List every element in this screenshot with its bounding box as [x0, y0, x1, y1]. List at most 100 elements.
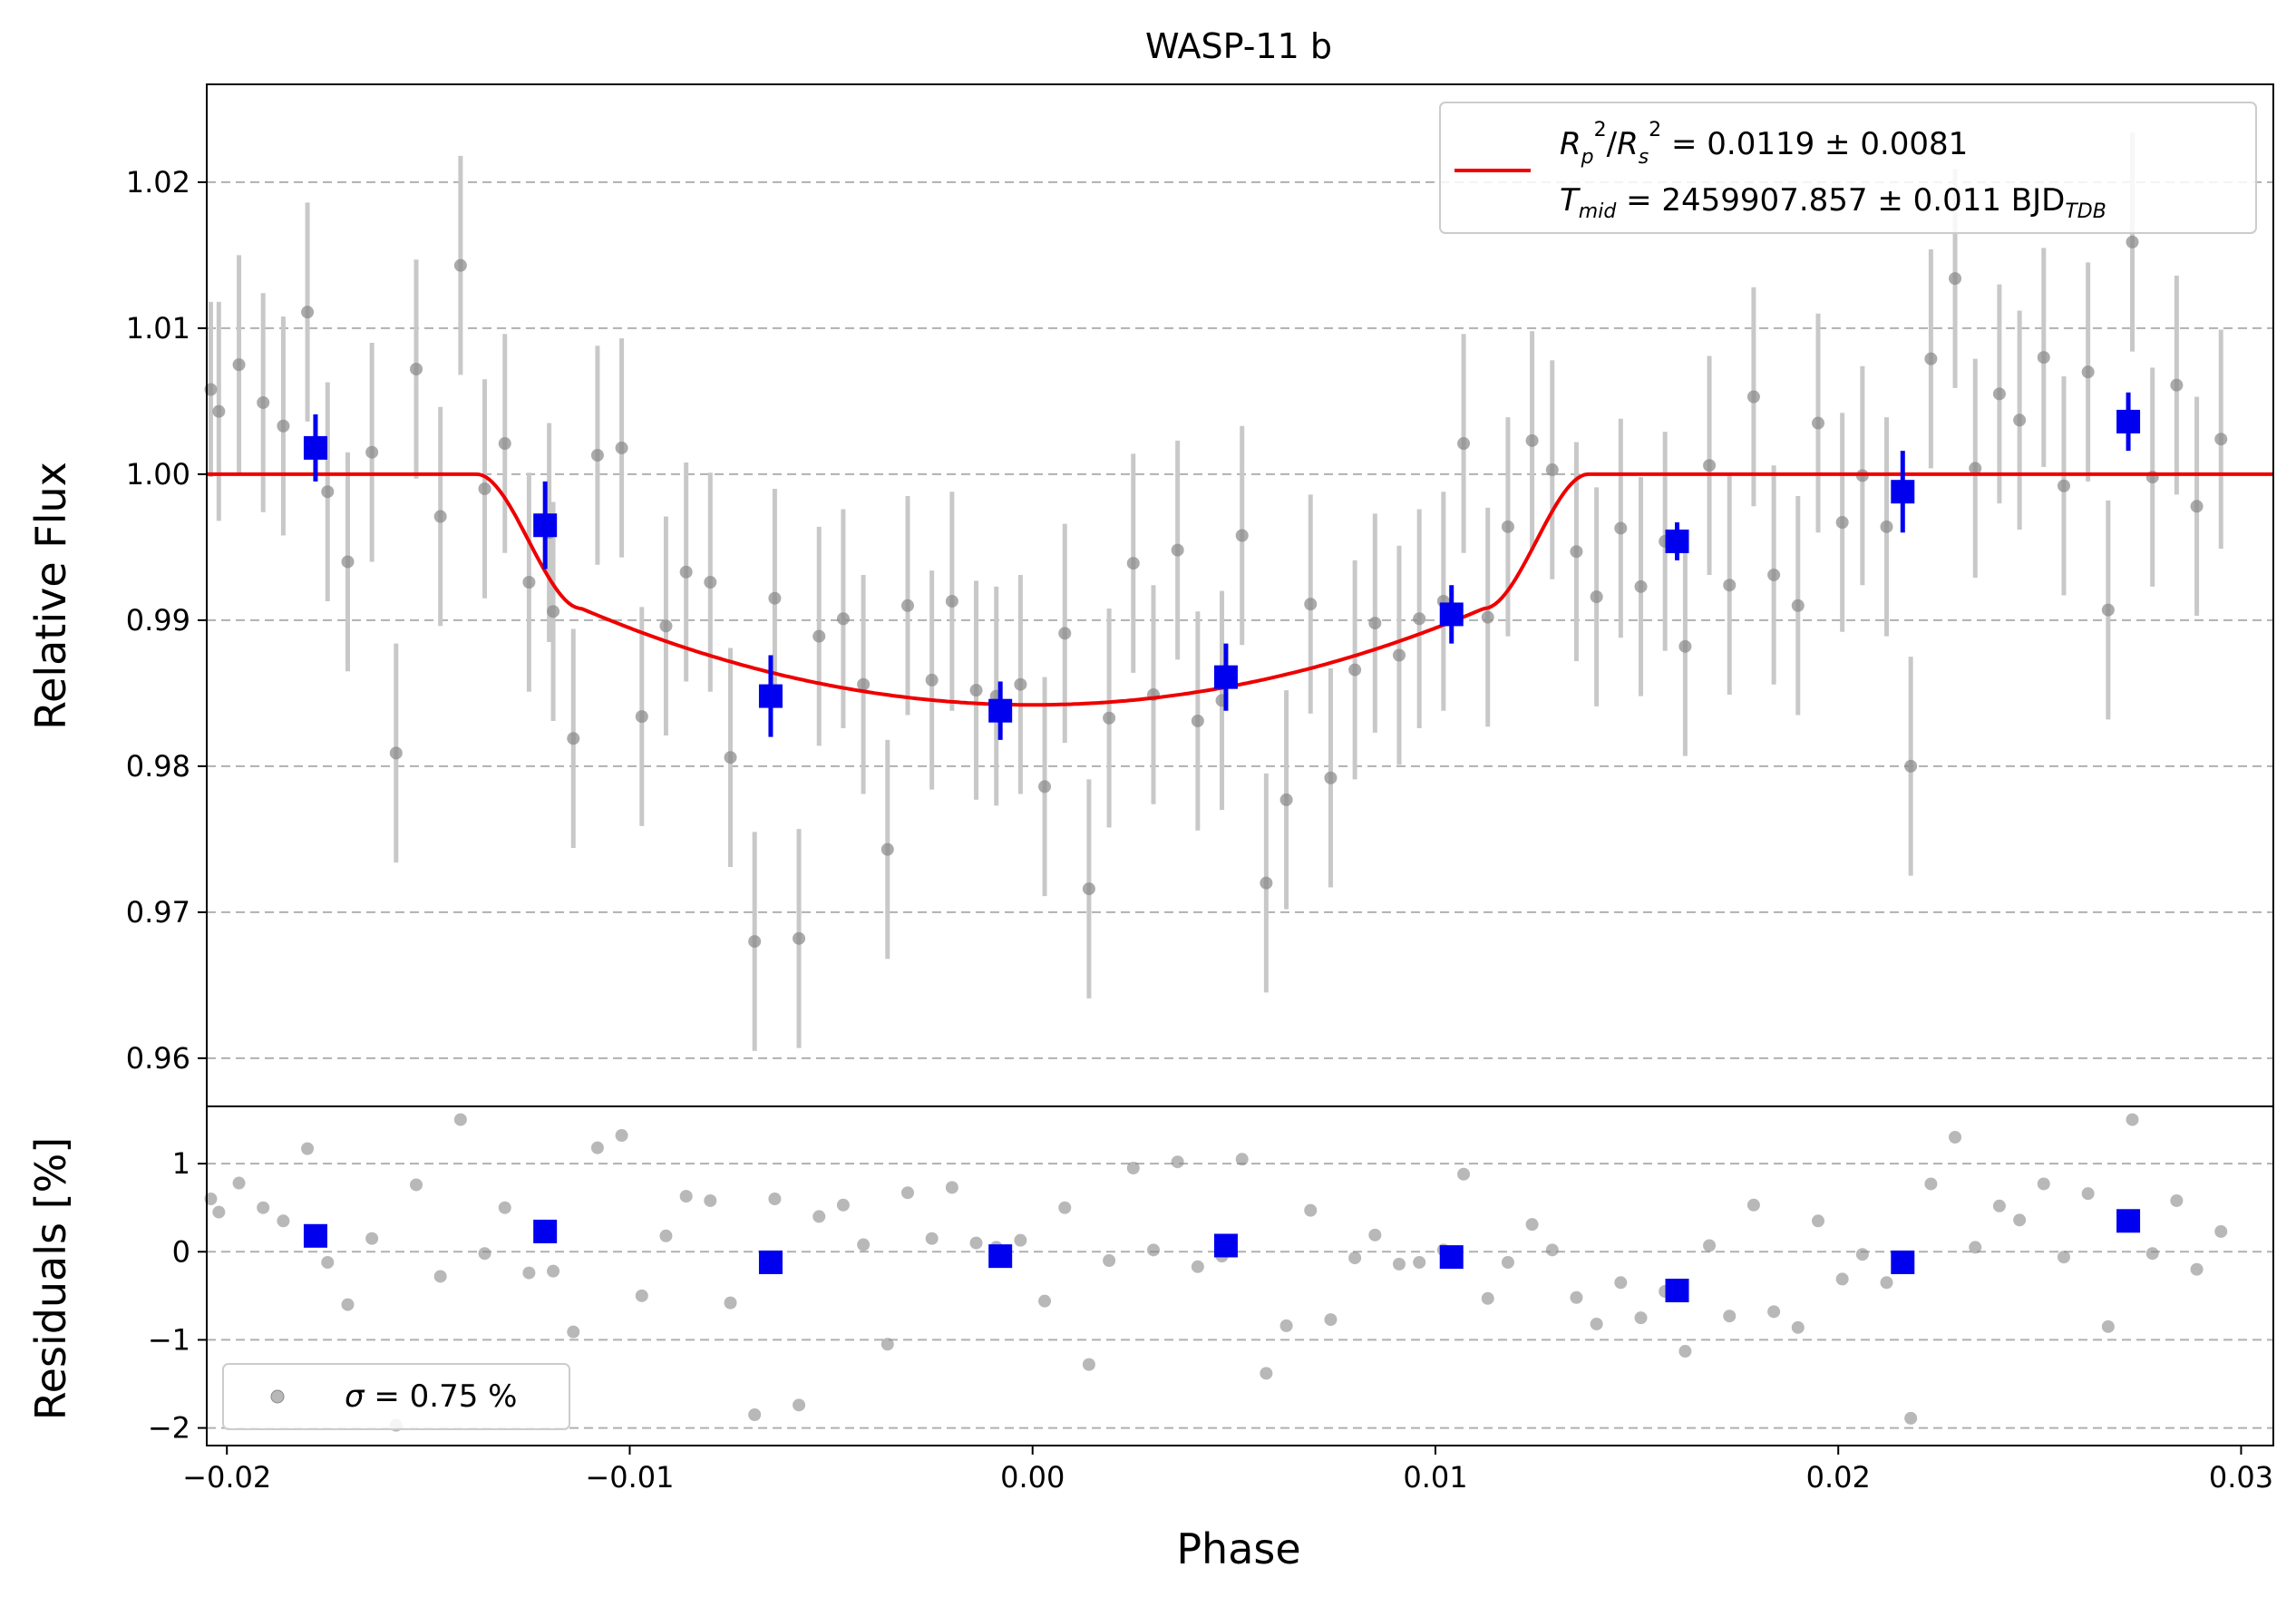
residual-point	[1260, 1367, 1273, 1380]
raw-point	[1678, 639, 1692, 653]
raw-point	[1949, 272, 1962, 286]
binned-point	[988, 698, 1013, 723]
residual-point	[1746, 1198, 1760, 1212]
residual-point	[1880, 1276, 1893, 1290]
raw-point	[498, 437, 511, 451]
residual-point	[1614, 1276, 1628, 1290]
raw-point	[880, 842, 894, 856]
residual-point	[1545, 1243, 1559, 1257]
residuals-panel: −2 −1 0 1 −0.02 −0.01 0.00 0.01 0.02 0.03 Residu…	[26, 1105, 2274, 1573]
residual-point	[836, 1198, 850, 1212]
raw-point	[2057, 479, 2070, 492]
raw-point	[704, 576, 717, 589]
residual-point	[635, 1289, 648, 1302]
residual-point	[433, 1270, 447, 1283]
residual-point	[1235, 1153, 1249, 1166]
residual-point	[2057, 1251, 2070, 1264]
raw-point	[232, 358, 246, 372]
raw-point	[635, 710, 648, 724]
residual-point	[547, 1264, 560, 1278]
binned-point	[2116, 409, 2141, 433]
residual-point	[615, 1129, 628, 1143]
raw-point	[1348, 663, 1362, 677]
binned-point	[1891, 480, 1915, 504]
chart-title: WASP-11 b	[1145, 26, 1332, 66]
raw-point	[748, 935, 762, 949]
flux-y-tick-label: 0.96	[126, 1041, 190, 1076]
raw-point	[453, 258, 467, 272]
flux-y-tick-label: 0.97	[126, 895, 190, 930]
raw-point	[1501, 520, 1514, 533]
raw-point	[478, 482, 491, 495]
raw-point	[1703, 459, 1717, 472]
raw-point	[1481, 610, 1494, 624]
raw-point	[2170, 378, 2184, 392]
raw-point	[321, 485, 335, 499]
raw-point	[1835, 516, 1849, 529]
residual-point	[1279, 1319, 1293, 1332]
binned-point	[1213, 665, 1238, 689]
raw-point	[1590, 590, 1603, 604]
raw-point	[257, 395, 270, 409]
residual-point	[301, 1142, 315, 1155]
residual-point	[498, 1201, 511, 1214]
residuals-legend: σ = 0.75 %	[222, 1363, 570, 1430]
residual-point	[793, 1398, 806, 1412]
binned-point	[1665, 529, 1689, 553]
flux-y-tick-label: 1.01	[126, 311, 190, 346]
raw-point	[1457, 437, 1471, 451]
residual-point	[321, 1255, 335, 1269]
raw-point	[925, 673, 939, 687]
residual-point	[1525, 1218, 1539, 1232]
raw-point	[301, 306, 315, 319]
raw-point	[1904, 759, 1918, 773]
residual-point	[1678, 1345, 1692, 1358]
raw-point	[724, 751, 737, 764]
flux-y-tick-label: 0.98	[126, 749, 190, 784]
residuals-y-tick-label: −1	[148, 1322, 190, 1357]
residual-point	[1457, 1167, 1471, 1181]
legend-tmid-text: Tmid = 2459907.857 ± 0.011 BJDTDB	[1560, 182, 2106, 223]
residual-point	[1992, 1199, 2006, 1212]
raw-point	[365, 445, 379, 459]
residual-point	[1767, 1305, 1781, 1319]
binned-residual-point	[533, 1219, 558, 1243]
residual-point	[2101, 1319, 2115, 1333]
residual-point	[277, 1214, 290, 1228]
residual-point	[1835, 1272, 1849, 1286]
residual-point	[1791, 1320, 1805, 1334]
residual-point	[704, 1193, 717, 1207]
raw-point	[1324, 771, 1338, 784]
raw-point	[590, 448, 604, 462]
residual-point	[567, 1325, 580, 1339]
raw-point	[567, 732, 580, 745]
residual-point	[1501, 1255, 1514, 1269]
raw-point	[836, 612, 850, 626]
raw-point	[1746, 390, 1760, 404]
residuals-y-tick-label: 1	[172, 1146, 190, 1181]
residual-point	[1904, 1411, 1918, 1425]
residual-point	[1855, 1248, 1869, 1261]
residual-point	[1570, 1290, 1583, 1304]
residual-points	[204, 1113, 2228, 1432]
residual-point	[2126, 1113, 2139, 1126]
residual-point	[945, 1181, 958, 1194]
residual-point	[1392, 1257, 1406, 1271]
residual-point	[1324, 1313, 1338, 1327]
raw-point	[2214, 433, 2228, 446]
raw-point	[1260, 876, 1273, 890]
residuals-y-ticks: −2 −1 0 1	[148, 1146, 207, 1446]
raw-point	[433, 510, 447, 523]
raw-point	[547, 605, 560, 618]
residual-point	[1590, 1317, 1603, 1330]
raw-point	[389, 746, 403, 760]
transit-model-curve	[207, 472, 2273, 707]
legend-residual-marker	[270, 1389, 285, 1404]
raw-point	[659, 619, 673, 633]
residual-point	[257, 1201, 270, 1214]
residual-point	[2170, 1193, 2184, 1207]
residual-point	[1103, 1254, 1116, 1267]
residual-point	[453, 1113, 467, 1126]
binned-residual-point	[1891, 1250, 1915, 1274]
raw-point	[969, 684, 983, 697]
